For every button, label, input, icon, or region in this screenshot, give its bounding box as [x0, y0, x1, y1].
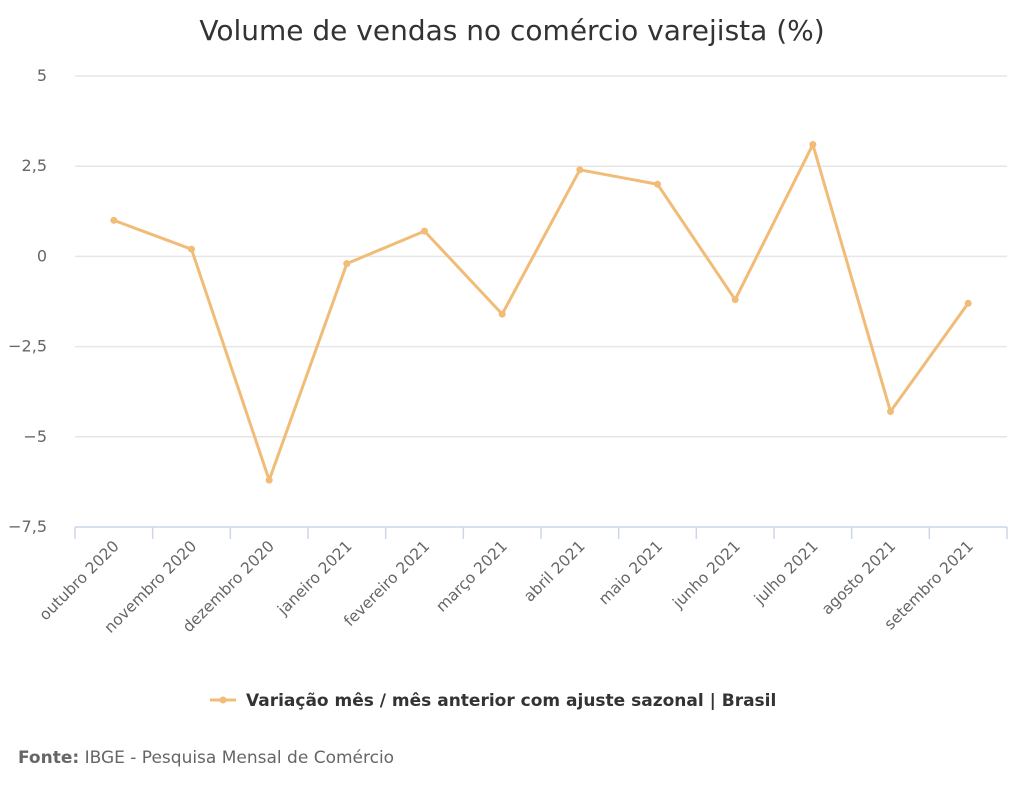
- x-tick-label: abril 2021: [520, 537, 588, 605]
- data-point[interactable]: [654, 180, 661, 188]
- series-line: [112, 143, 970, 482]
- source-text: IBGE - Pesquisa Mensal de Comércio: [84, 748, 395, 768]
- y-tick-label: −2,5: [8, 337, 47, 356]
- x-tick-label: agosto 2021: [818, 537, 899, 618]
- data-point[interactable]: [809, 141, 817, 149]
- y-tick-label: 5: [37, 66, 47, 85]
- y-axis: 5 2,5 0 −2,5 −5 −7,5: [8, 66, 47, 536]
- data-point[interactable]: [887, 408, 894, 416]
- data-point[interactable]: [498, 310, 506, 318]
- x-tick-label: outubro 2020: [36, 537, 123, 624]
- y-tick-label: 0: [37, 246, 47, 265]
- y-tick-label: 2,5: [22, 156, 47, 175]
- data-point[interactable]: [964, 299, 972, 307]
- chart-title: Volume de vendas no comércio varejista (…: [199, 14, 824, 47]
- grid-lines: [75, 75, 1007, 438]
- data-point[interactable]: [421, 227, 428, 235]
- data-point[interactable]: [265, 476, 273, 484]
- legend-label[interactable]: Variação mês / mês anterior com ajuste s…: [246, 691, 776, 711]
- x-tick-label: março 2021: [432, 537, 510, 615]
- x-tick-label: julho 2021: [750, 537, 822, 609]
- data-point[interactable]: [731, 296, 739, 304]
- x-tick-label: janeiro 2021: [273, 537, 355, 619]
- x-tick-label: junho 2021: [669, 537, 744, 612]
- legend-marker: [219, 696, 227, 704]
- data-point[interactable]: [110, 216, 118, 224]
- data-point[interactable]: [188, 245, 195, 253]
- y-tick-label: −5: [23, 427, 47, 446]
- legend[interactable]: Variação mês / mês anterior com ajuste s…: [210, 691, 776, 711]
- data-point[interactable]: [576, 166, 584, 174]
- y-tick-label: −7,5: [8, 517, 47, 536]
- x-tick-label: maio 2021: [595, 537, 666, 608]
- series-layer: [110, 141, 972, 484]
- source-label: Fonte:: [18, 748, 80, 768]
- source-note: Fonte: IBGE - Pesquisa Mensal de Comérci…: [18, 748, 394, 768]
- data-point[interactable]: [343, 260, 351, 268]
